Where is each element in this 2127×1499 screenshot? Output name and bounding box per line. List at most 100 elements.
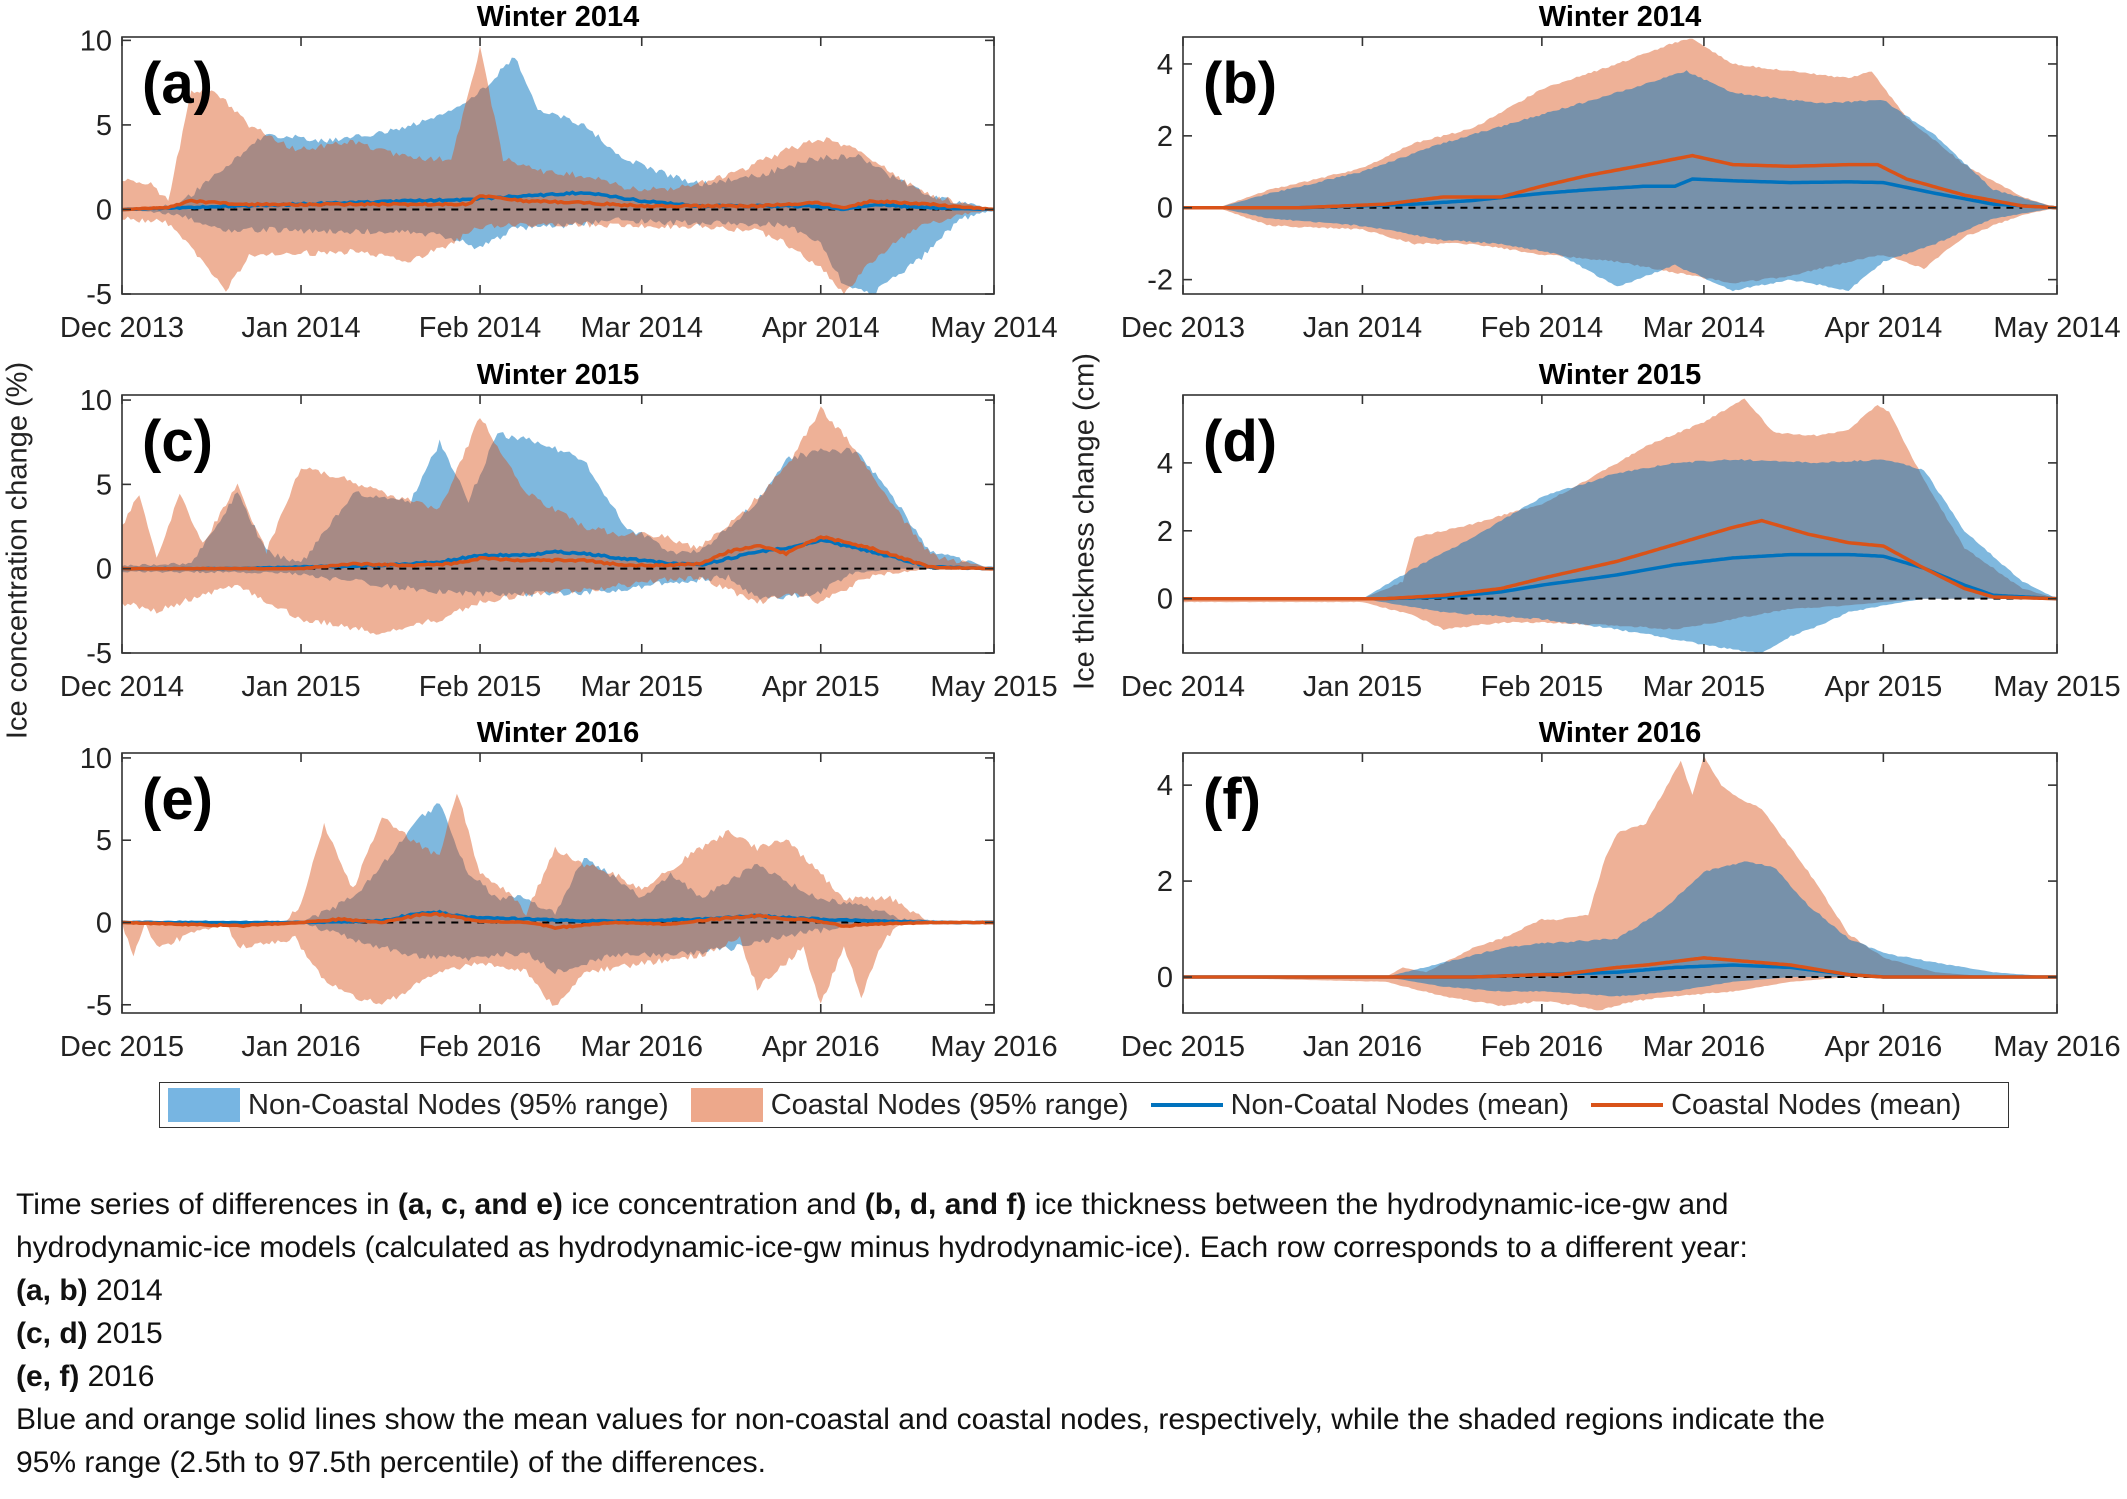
x-tick-label: Mar 2016 — [1643, 1031, 1766, 1063]
caption-line: hydrodynamic-ice models (calculated as h… — [16, 1231, 1748, 1264]
caption-line: (a, b) 2014 — [16, 1269, 2111, 1312]
panel-a: -5 0 5 10 Dec 2013 Jan 2014 Feb 2014 Mar 2014 Ap… — [60, 1, 1058, 344]
coastal-mean-line — [122, 911, 994, 931]
noncoastal-range-band — [1183, 459, 2057, 653]
plot-area — [122, 46, 994, 294]
y-tick-label: 0 — [1157, 584, 1173, 616]
y-tick-label: 10 — [80, 385, 112, 417]
y-tick-label: 0 — [96, 194, 112, 226]
x-tick-label: Mar 2016 — [580, 1031, 703, 1063]
x-tick-label: Feb 2016 — [1481, 1031, 1604, 1063]
plot-area — [1183, 38, 2057, 292]
x-tick-label: Apr 2015 — [1825, 671, 1943, 703]
x-tick-label: Jan 2015 — [1303, 671, 1422, 703]
noncoastal-range-band — [122, 432, 994, 600]
axes-frame — [1182, 752, 2058, 1014]
y-tick-label: 0 — [96, 907, 112, 939]
y-tick-label: 10 — [80, 25, 112, 57]
caption-text: 2015 — [87, 1317, 163, 1350]
legend-item-coastal-range: Coastal Nodes (95% range) — [690, 1088, 1129, 1122]
coastal-mean-line — [1183, 153, 2057, 210]
panel-d: 0 2 4 Dec 2014 Jan 2015 Feb 2015 Mar 2015 Apr 2… — [1121, 359, 2121, 703]
x-tick-label: Feb 2015 — [1481, 671, 1604, 703]
x-tick-label: Dec 2014 — [1121, 671, 1245, 703]
plot-area — [122, 406, 994, 635]
y-tick-label: 5 — [96, 110, 112, 142]
noncoastal-range-band — [1183, 70, 2057, 292]
coastal-range-band — [122, 406, 994, 635]
caption-bold: (a, c, and e) — [397, 1188, 563, 1221]
panel-label: (b) — [1203, 51, 1277, 116]
x-tick-label: Dec 2014 — [60, 671, 184, 703]
x-tick-label: Apr 2016 — [1825, 1031, 1943, 1063]
caption-text: 2016 — [79, 1360, 155, 1393]
panel-label: (d) — [1203, 409, 1277, 474]
y-tick-label: 0 — [1157, 193, 1173, 225]
legend-label: Non-Coatal Nodes (mean) — [1230, 1088, 1570, 1121]
x-tick-label: Jan 2016 — [1303, 1031, 1422, 1063]
noncoastal-range-band — [122, 57, 994, 294]
axes-frame — [121, 36, 995, 295]
caption-text: 2014 — [87, 1274, 163, 1307]
x-tick-label: Mar 2014 — [1643, 312, 1766, 344]
panel-title: Winter 2014 — [1539, 1, 1702, 33]
caption-line: Blue and orange solid lines show the mea… — [16, 1403, 1825, 1436]
y-tick-label: 2 — [1157, 866, 1173, 898]
x-tick-label: Jan 2015 — [241, 671, 360, 703]
x-tick-label: Mar 2014 — [580, 312, 703, 344]
legend-label: Coastal Nodes (mean) — [1671, 1088, 1962, 1121]
coastal-mean-line — [1183, 518, 2057, 601]
caption-text: Time series of differences in — [16, 1188, 398, 1221]
ylabel-left: Ice concentration change (%) — [1, 361, 34, 740]
x-tick-label: Dec 2013 — [1121, 312, 1245, 344]
x-tick-label: Feb 2014 — [1481, 312, 1604, 344]
panel-label: (f) — [1203, 767, 1261, 832]
x-tick-label: Dec 2015 — [1121, 1031, 1245, 1063]
legend-item-noncoastal-mean: Non-Coatal Nodes (mean) — [1150, 1088, 1570, 1122]
caption-text: ice thickness between the hydrodynamic-i… — [1026, 1188, 1729, 1221]
legend-item-coastal-mean: Coastal Nodes (mean) — [1591, 1089, 1961, 1122]
y-tick-label: 0 — [96, 554, 112, 586]
panel-c: -5 0 5 10 Dec 2014 Jan 2015 Feb 2015 Mar 2015 Ap… — [60, 359, 1058, 703]
panel-title: Winter 2015 — [477, 359, 640, 391]
legend-item-noncoastal-range: Non-Coastal Nodes (95% range) — [168, 1088, 669, 1122]
x-tick-label: Feb 2014 — [419, 312, 542, 344]
y-tick-label: 0 — [1157, 962, 1173, 994]
caption-bold: (b, d, and f) — [864, 1188, 1027, 1221]
noncoastal-range-band — [122, 803, 994, 975]
y-tick-label: -2 — [1147, 265, 1173, 297]
y-tick-label: -5 — [86, 638, 112, 670]
x-tick-label: Apr 2014 — [762, 312, 880, 344]
plot-area — [122, 793, 994, 1006]
panel-label: (c) — [142, 409, 213, 474]
caption-bold: (e, f) — [16, 1360, 80, 1393]
y-tick-label: 4 — [1157, 770, 1173, 802]
x-tick-label: Feb 2016 — [419, 1031, 542, 1063]
x-tick-label: Mar 2015 — [1643, 671, 1766, 703]
panel-title: Winter 2015 — [1539, 359, 1702, 391]
noncoastal-range-band — [1183, 861, 2057, 997]
figure-caption: Time series of differences in (a, c, and… — [16, 1183, 2111, 1484]
legend: Non-Coastal Nodes (95% range) Coastal No… — [159, 1082, 2009, 1128]
coastal-range-band — [122, 793, 994, 1006]
caption-line: (c, d) 2015 — [16, 1312, 2111, 1355]
x-tick-label: Jan 2016 — [241, 1031, 360, 1063]
legend-swatch-noncoastal-band — [168, 1088, 240, 1122]
coastal-mean-line — [122, 194, 994, 212]
x-tick-label: Jan 2014 — [241, 312, 360, 344]
panel-label: (a) — [142, 51, 213, 116]
axes-frame — [1182, 36, 2058, 295]
panel-label: (e) — [142, 767, 213, 832]
y-tick-label: 5 — [96, 469, 112, 501]
x-tick-label: May 2014 — [930, 312, 1057, 344]
y-tick-label: 2 — [1157, 121, 1173, 153]
x-tick-label: Feb 2015 — [419, 671, 542, 703]
x-tick-label: Apr 2015 — [762, 671, 880, 703]
panel-f: 0 2 4 Dec 2015 Jan 2016 Feb 2016 Mar 2016 Apr 2… — [1121, 717, 2121, 1063]
coastal-mean-line — [1183, 956, 2057, 979]
y-tick-label: 5 — [96, 825, 112, 857]
caption-line: Time series of differences in (a, c, and… — [16, 1183, 2111, 1226]
y-tick-label: 4 — [1157, 448, 1173, 480]
plot-area — [1183, 398, 2057, 653]
panel-title: Winter 2014 — [477, 1, 640, 33]
